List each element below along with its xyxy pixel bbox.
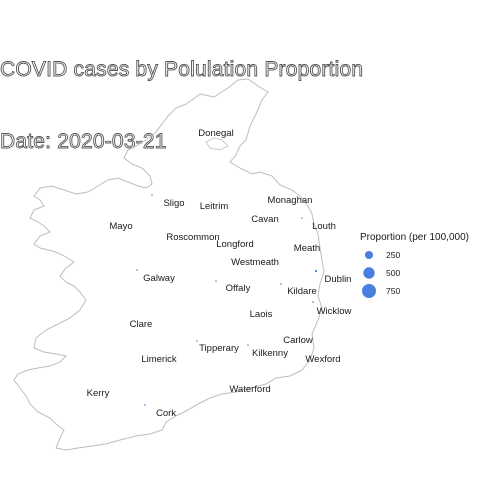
county-label-wexford: Wexford [305, 354, 340, 365]
county-label-donegal: Donegal [198, 128, 233, 139]
bubble-galway[interactable] [136, 269, 138, 271]
county-label-dublin: Dublin [325, 274, 352, 285]
lough-foyle [205, 137, 229, 151]
county-label-waterford: Waterford [229, 384, 270, 395]
bubble-kilkenny[interactable] [247, 344, 249, 346]
county-label-clare: Clare [130, 319, 153, 330]
county-label-carlow: Carlow [283, 335, 313, 346]
title-line-2: Date: 2020-03-21 [0, 130, 167, 154]
bubble-cork[interactable] [144, 404, 146, 406]
county-label-roscommon: Roscommon [166, 232, 219, 243]
legend-label-750: 750 [386, 286, 400, 296]
county-label-sligo: Sligo [163, 198, 184, 209]
county-label-monaghan: Monaghan [268, 195, 313, 206]
bubble-sligo[interactable] [151, 194, 153, 196]
bubble-cavan[interactable] [301, 217, 303, 219]
legend-bubble-250 [364, 250, 374, 260]
bubble-dublin[interactable] [314, 269, 318, 273]
county-label-westmeath: Westmeath [231, 257, 279, 268]
legend-bubble-500 [363, 267, 375, 279]
bubble-wicklow[interactable] [312, 301, 314, 303]
map-title: COVID cases by Polulation Proportion Dat… [0, 10, 363, 178]
county-label-laois: Laois [250, 309, 273, 320]
county-label-leitrim: Leitrim [200, 201, 229, 212]
bubble-offaly[interactable] [215, 280, 217, 282]
county-label-mayo: Mayo [109, 221, 132, 232]
county-label-tipperary: Tipperary [199, 343, 239, 354]
county-label-louth: Louth [312, 221, 336, 232]
county-label-cork: Cork [156, 408, 176, 419]
legend-bubble-750 [362, 284, 376, 298]
legend-label-250: 250 [386, 250, 400, 260]
county-label-galway: Galway [143, 273, 175, 284]
county-label-wicklow: Wicklow [317, 306, 352, 317]
ireland-outline [13, 78, 325, 451]
county-label-kerry: Kerry [87, 388, 110, 399]
county-label-limerick: Limerick [141, 354, 177, 365]
county-label-longford: Longford [216, 239, 254, 250]
bubble-tipperary[interactable] [196, 340, 198, 342]
county-label-meath: Meath [294, 243, 320, 254]
county-label-offaly: Offaly [226, 283, 251, 294]
county-label-kilkenny: Kilkenny [252, 348, 288, 359]
title-line-1: COVID cases by Polulation Proportion [0, 58, 364, 82]
county-label-kildare: Kildare [287, 286, 317, 297]
bubble-kildare[interactable] [280, 283, 282, 285]
legend-title: Proportion (per 100,000) [360, 232, 469, 243]
county-label-cavan: Cavan [251, 214, 278, 225]
legend-label-500: 500 [386, 268, 400, 278]
